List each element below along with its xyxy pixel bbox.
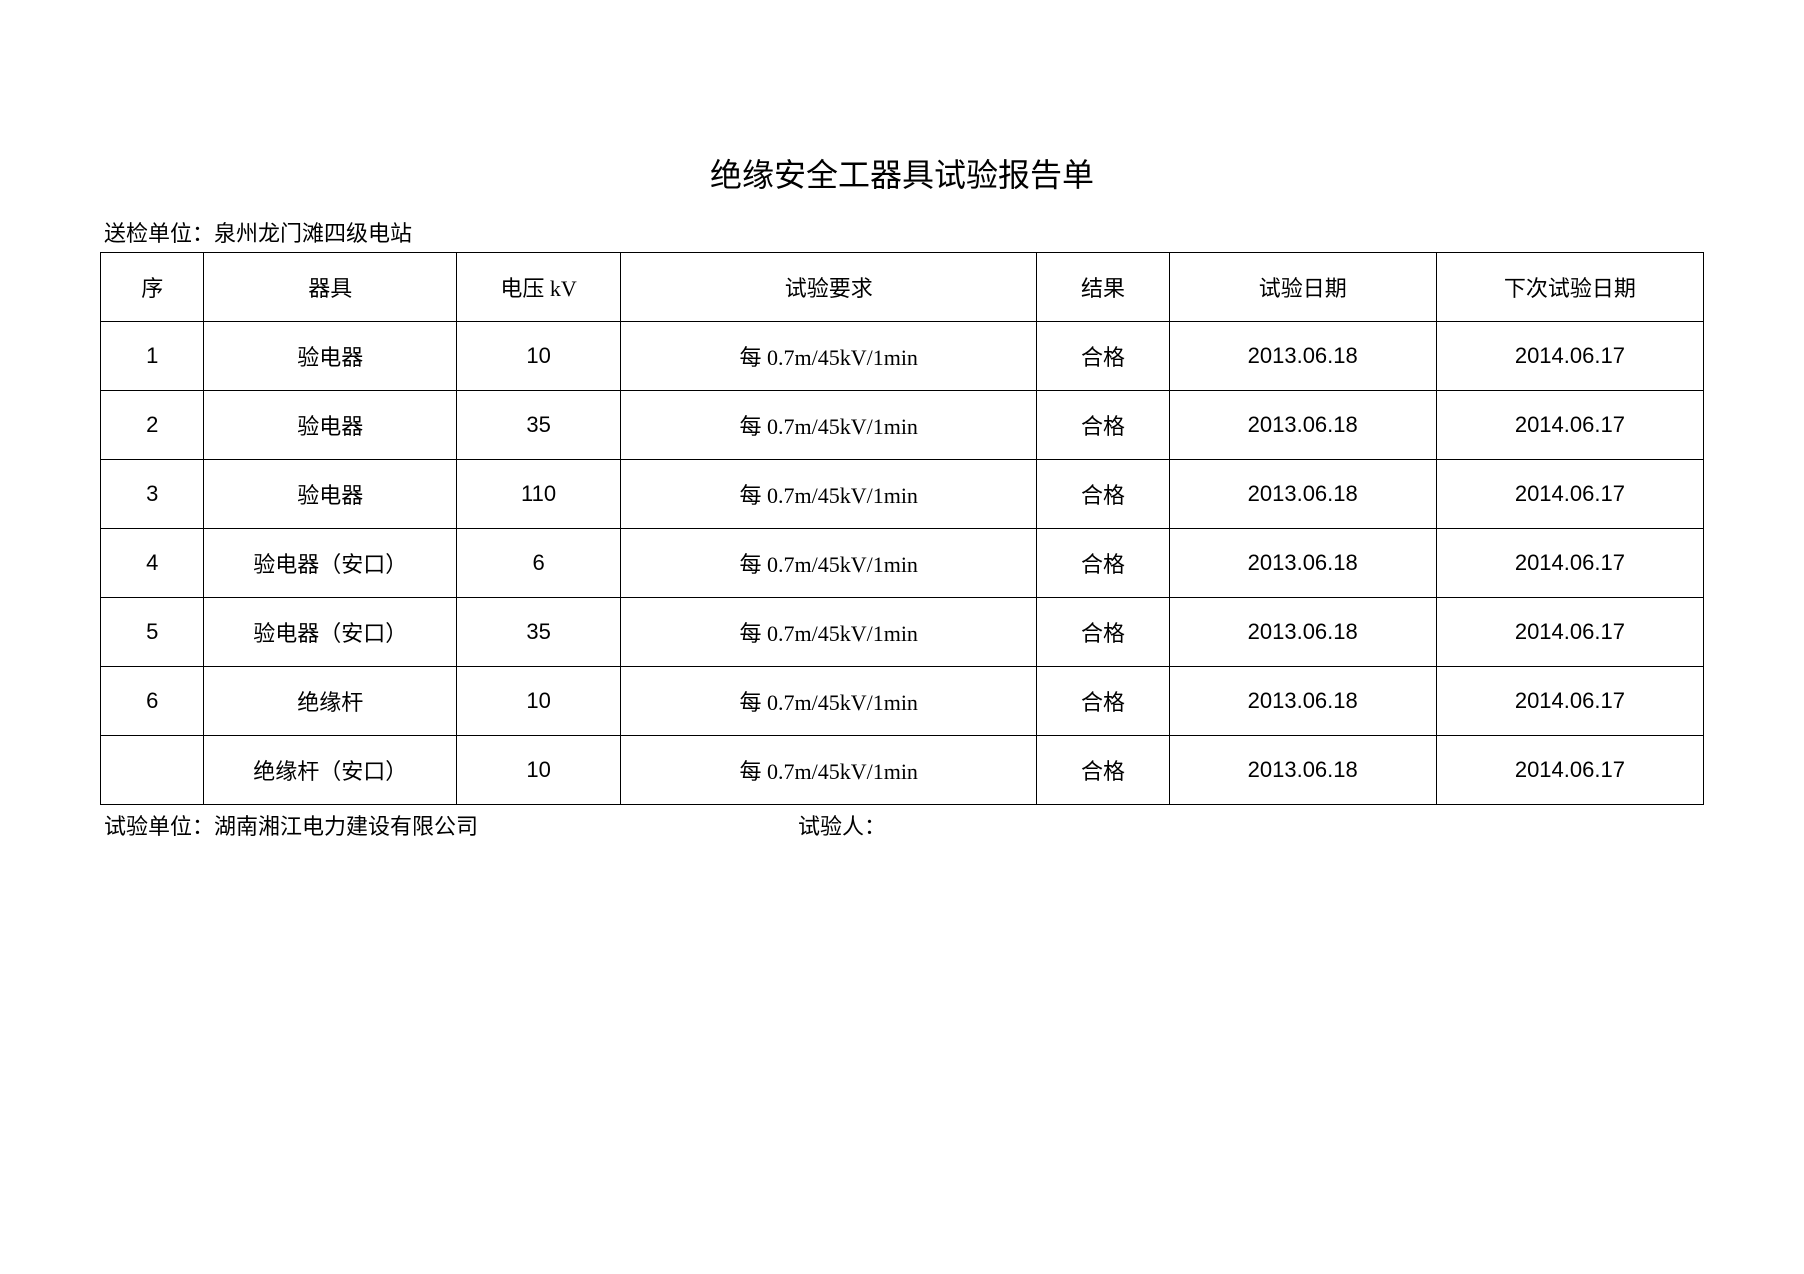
table-row: 1 验电器 10 每 0.7m/45kV/1min 合格 2013.06.18 … [101, 322, 1704, 391]
cell-result: 合格 [1037, 529, 1169, 598]
cell-result: 合格 [1037, 391, 1169, 460]
cell-next-date: 2014.06.17 [1436, 529, 1703, 598]
cell-seq: 4 [101, 529, 204, 598]
table-row: 6 绝缘杆 10 每 0.7m/45kV/1min 合格 2013.06.18 … [101, 667, 1704, 736]
col-header-requirement: 试验要求 [620, 253, 1037, 322]
cell-result: 合格 [1037, 322, 1169, 391]
cell-requirement: 每 0.7m/45kV/1min [620, 322, 1037, 391]
col-header-tool: 器具 [204, 253, 457, 322]
cell-result: 合格 [1037, 598, 1169, 667]
cell-test-date: 2013.06.18 [1169, 529, 1436, 598]
submitting-unit-label: 送检单位： [104, 221, 214, 246]
cell-next-date: 2014.06.17 [1436, 322, 1703, 391]
cell-tool: 验电器 [204, 460, 457, 529]
cell-test-date: 2013.06.18 [1169, 460, 1436, 529]
cell-voltage: 10 [457, 667, 621, 736]
footer-row: 试验单位：湖南湘江电力建设有限公司 试验人： [100, 809, 1704, 841]
table-row: 绝缘杆（安口） 10 每 0.7m/45kV/1min 合格 2013.06.1… [101, 736, 1704, 805]
test-unit-label: 试验单位： [104, 814, 214, 839]
cell-voltage: 35 [457, 391, 621, 460]
table-header-row: 序 器具 电压 kV 试验要求 结果 试验日期 下次试验日期 [101, 253, 1704, 322]
table-body: 1 验电器 10 每 0.7m/45kV/1min 合格 2013.06.18 … [101, 322, 1704, 805]
cell-voltage: 35 [457, 598, 621, 667]
table-row: 3 验电器 110 每 0.7m/45kV/1min 合格 2013.06.18… [101, 460, 1704, 529]
cell-requirement: 每 0.7m/45kV/1min [620, 460, 1037, 529]
table-row: 4 验电器（安口） 6 每 0.7m/45kV/1min 合格 2013.06.… [101, 529, 1704, 598]
col-header-voltage: 电压 kV [457, 253, 621, 322]
cell-requirement: 每 0.7m/45kV/1min [620, 391, 1037, 460]
cell-tool: 验电器 [204, 322, 457, 391]
cell-test-date: 2013.06.18 [1169, 322, 1436, 391]
col-header-seq: 序 [101, 253, 204, 322]
cell-voltage: 10 [457, 736, 621, 805]
cell-tool: 验电器（安口） [204, 529, 457, 598]
cell-voltage: 6 [457, 529, 621, 598]
cell-seq: 2 [101, 391, 204, 460]
cell-requirement: 每 0.7m/45kV/1min [620, 598, 1037, 667]
cell-next-date: 2014.06.17 [1436, 391, 1703, 460]
cell-tool: 验电器（安口） [204, 598, 457, 667]
cell-next-date: 2014.06.17 [1436, 598, 1703, 667]
submitting-unit-value: 泉州龙门滩四级电站 [214, 221, 412, 246]
submitting-unit-row: 送检单位：泉州龙门滩四级电站 [100, 216, 1704, 248]
cell-test-date: 2013.06.18 [1169, 391, 1436, 460]
cell-voltage: 110 [457, 460, 621, 529]
cell-requirement: 每 0.7m/45kV/1min [620, 529, 1037, 598]
cell-result: 合格 [1037, 460, 1169, 529]
cell-requirement: 每 0.7m/45kV/1min [620, 736, 1037, 805]
cell-voltage: 10 [457, 322, 621, 391]
col-header-result: 结果 [1037, 253, 1169, 322]
cell-seq: 6 [101, 667, 204, 736]
cell-tool: 验电器 [204, 391, 457, 460]
report-table: 序 器具 电压 kV 试验要求 结果 试验日期 下次试验日期 1 验电器 10 … [100, 252, 1704, 805]
cell-seq: 5 [101, 598, 204, 667]
cell-test-date: 2013.06.18 [1169, 598, 1436, 667]
page-title: 绝缘安全工器具试验报告单 [100, 150, 1704, 196]
cell-requirement: 每 0.7m/45kV/1min [620, 667, 1037, 736]
cell-next-date: 2014.06.17 [1436, 460, 1703, 529]
table-row: 2 验电器 35 每 0.7m/45kV/1min 合格 2013.06.18 … [101, 391, 1704, 460]
test-unit-value: 湖南湘江电力建设有限公司 [214, 814, 478, 839]
cell-test-date: 2013.06.18 [1169, 736, 1436, 805]
cell-result: 合格 [1037, 667, 1169, 736]
cell-tool: 绝缘杆（安口） [204, 736, 457, 805]
cell-next-date: 2014.06.17 [1436, 736, 1703, 805]
cell-seq [101, 736, 204, 805]
cell-next-date: 2014.06.17 [1436, 667, 1703, 736]
cell-tool: 绝缘杆 [204, 667, 457, 736]
cell-test-date: 2013.06.18 [1169, 667, 1436, 736]
col-header-next-date: 下次试验日期 [1436, 253, 1703, 322]
cell-seq: 3 [101, 460, 204, 529]
col-header-test-date: 试验日期 [1169, 253, 1436, 322]
tester-label: 试验人： [798, 814, 886, 839]
table-row: 5 验电器（安口） 35 每 0.7m/45kV/1min 合格 2013.06… [101, 598, 1704, 667]
cell-result: 合格 [1037, 736, 1169, 805]
cell-seq: 1 [101, 322, 204, 391]
